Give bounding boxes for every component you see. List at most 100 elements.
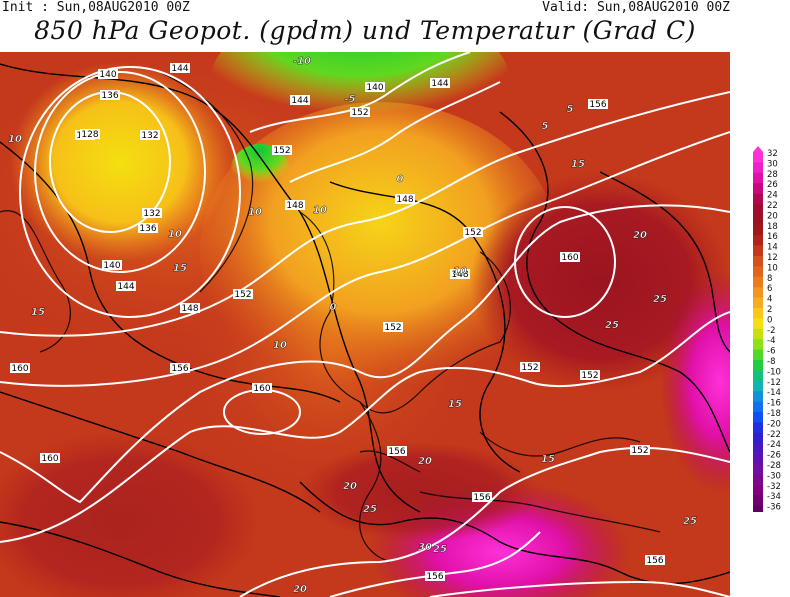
legend-label: 2 xyxy=(767,305,772,315)
legend-label: -8 xyxy=(767,357,775,367)
geopotential-label-bg xyxy=(180,303,200,313)
legend-swatch xyxy=(753,432,763,444)
legend-swatch xyxy=(753,276,763,288)
legend-label: -34 xyxy=(767,492,781,502)
legend-label: -6 xyxy=(767,347,775,357)
legend-label: 32 xyxy=(767,149,778,159)
legend-swatch xyxy=(753,287,763,298)
temperature-label: 0 xyxy=(397,174,404,185)
geopotential-label: 160 xyxy=(253,384,270,394)
geopotential-label: 136 xyxy=(101,91,118,101)
geopotential-label-bg xyxy=(272,145,292,155)
geopotential-label-bg xyxy=(430,78,450,88)
temperature-label: 30 xyxy=(418,542,432,553)
legend-swatch xyxy=(753,308,763,319)
geopotential-label: 156 xyxy=(646,556,663,566)
legend-label: 18 xyxy=(767,222,778,232)
geopotential-label-bg xyxy=(10,363,30,373)
legend-swatch xyxy=(753,224,763,236)
geopotential-label-bg xyxy=(350,107,370,117)
legend-labels: 32302826242220181614121086420-2-4-6-8-10… xyxy=(767,149,781,512)
legend-label: -22 xyxy=(767,430,781,440)
temperature-label: 15 xyxy=(31,307,45,318)
legend-label: 16 xyxy=(767,232,778,242)
geopotential-label: 144 xyxy=(291,96,308,106)
dark-red-russia xyxy=(470,172,730,392)
legend-label: -24 xyxy=(767,440,781,450)
geopotential-label: 148 xyxy=(181,304,198,314)
legend-bar xyxy=(753,146,763,512)
legend-swatch xyxy=(753,204,763,215)
legend-label: 10 xyxy=(767,263,778,273)
legend-label: -12 xyxy=(767,378,781,388)
geopotential-label: 132 xyxy=(141,131,158,141)
color-legend: 32302826242220181614121086420-2-4-6-8-10… xyxy=(753,146,781,512)
geopotential-label: 152 xyxy=(351,108,368,118)
geopotential-label-bg xyxy=(463,227,483,237)
geopotential-label-bg xyxy=(630,445,650,455)
geopotential-label: 152 xyxy=(521,363,538,373)
geopotential-label: 144 xyxy=(171,64,188,74)
geopotential-label: 140 xyxy=(99,70,116,80)
legend-swatch xyxy=(753,245,763,257)
temperature-label: 15 xyxy=(173,263,187,274)
geopotential-label: 144 xyxy=(117,282,134,292)
legend-swatch xyxy=(753,349,763,361)
geopotential-label-bg xyxy=(520,362,540,372)
temperature-label: 10 xyxy=(453,266,467,277)
geopotential-label-bg xyxy=(80,129,100,139)
pink-east xyxy=(660,272,730,492)
legend-label: 0 xyxy=(767,315,772,325)
geopotential-label-bg xyxy=(560,252,580,262)
geopotential-label-bg xyxy=(383,322,403,332)
geopotential-label-bg xyxy=(472,492,492,502)
geopotential-label: 140 xyxy=(366,83,383,93)
legend-swatch xyxy=(753,370,763,382)
legend-label: -14 xyxy=(767,388,781,398)
temperature-label: 15 xyxy=(541,454,555,465)
legend-label: 26 xyxy=(767,180,778,190)
temperature-label: 10 xyxy=(8,134,22,145)
geopotential-label: 152 xyxy=(581,371,598,381)
legend-label: -30 xyxy=(767,471,781,481)
legend-swatch xyxy=(753,453,763,465)
weather-map: 1281281321321361361401401401441441441441… xyxy=(0,52,730,597)
temperature-label: -10 xyxy=(293,56,311,67)
geopotential-label: 152 xyxy=(273,146,290,156)
legend-swatch xyxy=(753,422,763,434)
geopotential-label-bg xyxy=(387,446,407,456)
legend-label: -36 xyxy=(767,503,781,512)
geopotential-label-bg xyxy=(290,95,310,105)
geopotential-label: 156 xyxy=(589,100,606,110)
legend-swatch xyxy=(753,193,763,205)
legend-swatch xyxy=(753,214,763,226)
legend-swatch xyxy=(753,172,763,184)
legend-label: -2 xyxy=(767,326,775,336)
legend-label: -16 xyxy=(767,399,781,409)
geopotential-label-bg xyxy=(142,208,162,218)
geopotential-label: 160 xyxy=(11,364,28,374)
geopotential-label: 152 xyxy=(384,323,401,333)
geopotential-label: 152 xyxy=(464,228,481,238)
geopotential-contours xyxy=(0,52,730,597)
geopotential-label: 152 xyxy=(631,446,648,456)
legend-swatch xyxy=(753,464,763,475)
legend-swatch xyxy=(753,318,763,330)
legend-label: 24 xyxy=(767,191,778,201)
legend-swatch xyxy=(753,391,763,402)
legend-label: 20 xyxy=(767,211,778,221)
geopotential-label: 160 xyxy=(561,253,578,263)
legend-swatch xyxy=(753,256,763,267)
legend-label: 14 xyxy=(767,243,778,253)
chart-title: 850 hPa Geopot. (gpdm) und Temperatur (G… xyxy=(34,16,696,45)
geopotential-label: 148 xyxy=(396,195,413,205)
temperature-label: 20 xyxy=(418,456,432,467)
geopotential-label-bg xyxy=(140,130,160,140)
geopotential-label-bg xyxy=(365,82,385,92)
legend-label: 12 xyxy=(767,253,778,263)
geopotential-label-bg xyxy=(580,370,600,380)
temperature-label: 20 xyxy=(293,584,307,595)
temperature-label: 25 xyxy=(683,516,697,527)
geopotential-label: 144 xyxy=(431,79,448,89)
legend-swatch xyxy=(753,235,763,246)
